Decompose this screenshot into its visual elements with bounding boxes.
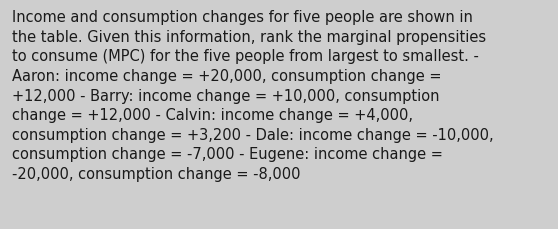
Text: Income and consumption changes for five people are shown in
the table. Given thi: Income and consumption changes for five … xyxy=(12,10,494,181)
